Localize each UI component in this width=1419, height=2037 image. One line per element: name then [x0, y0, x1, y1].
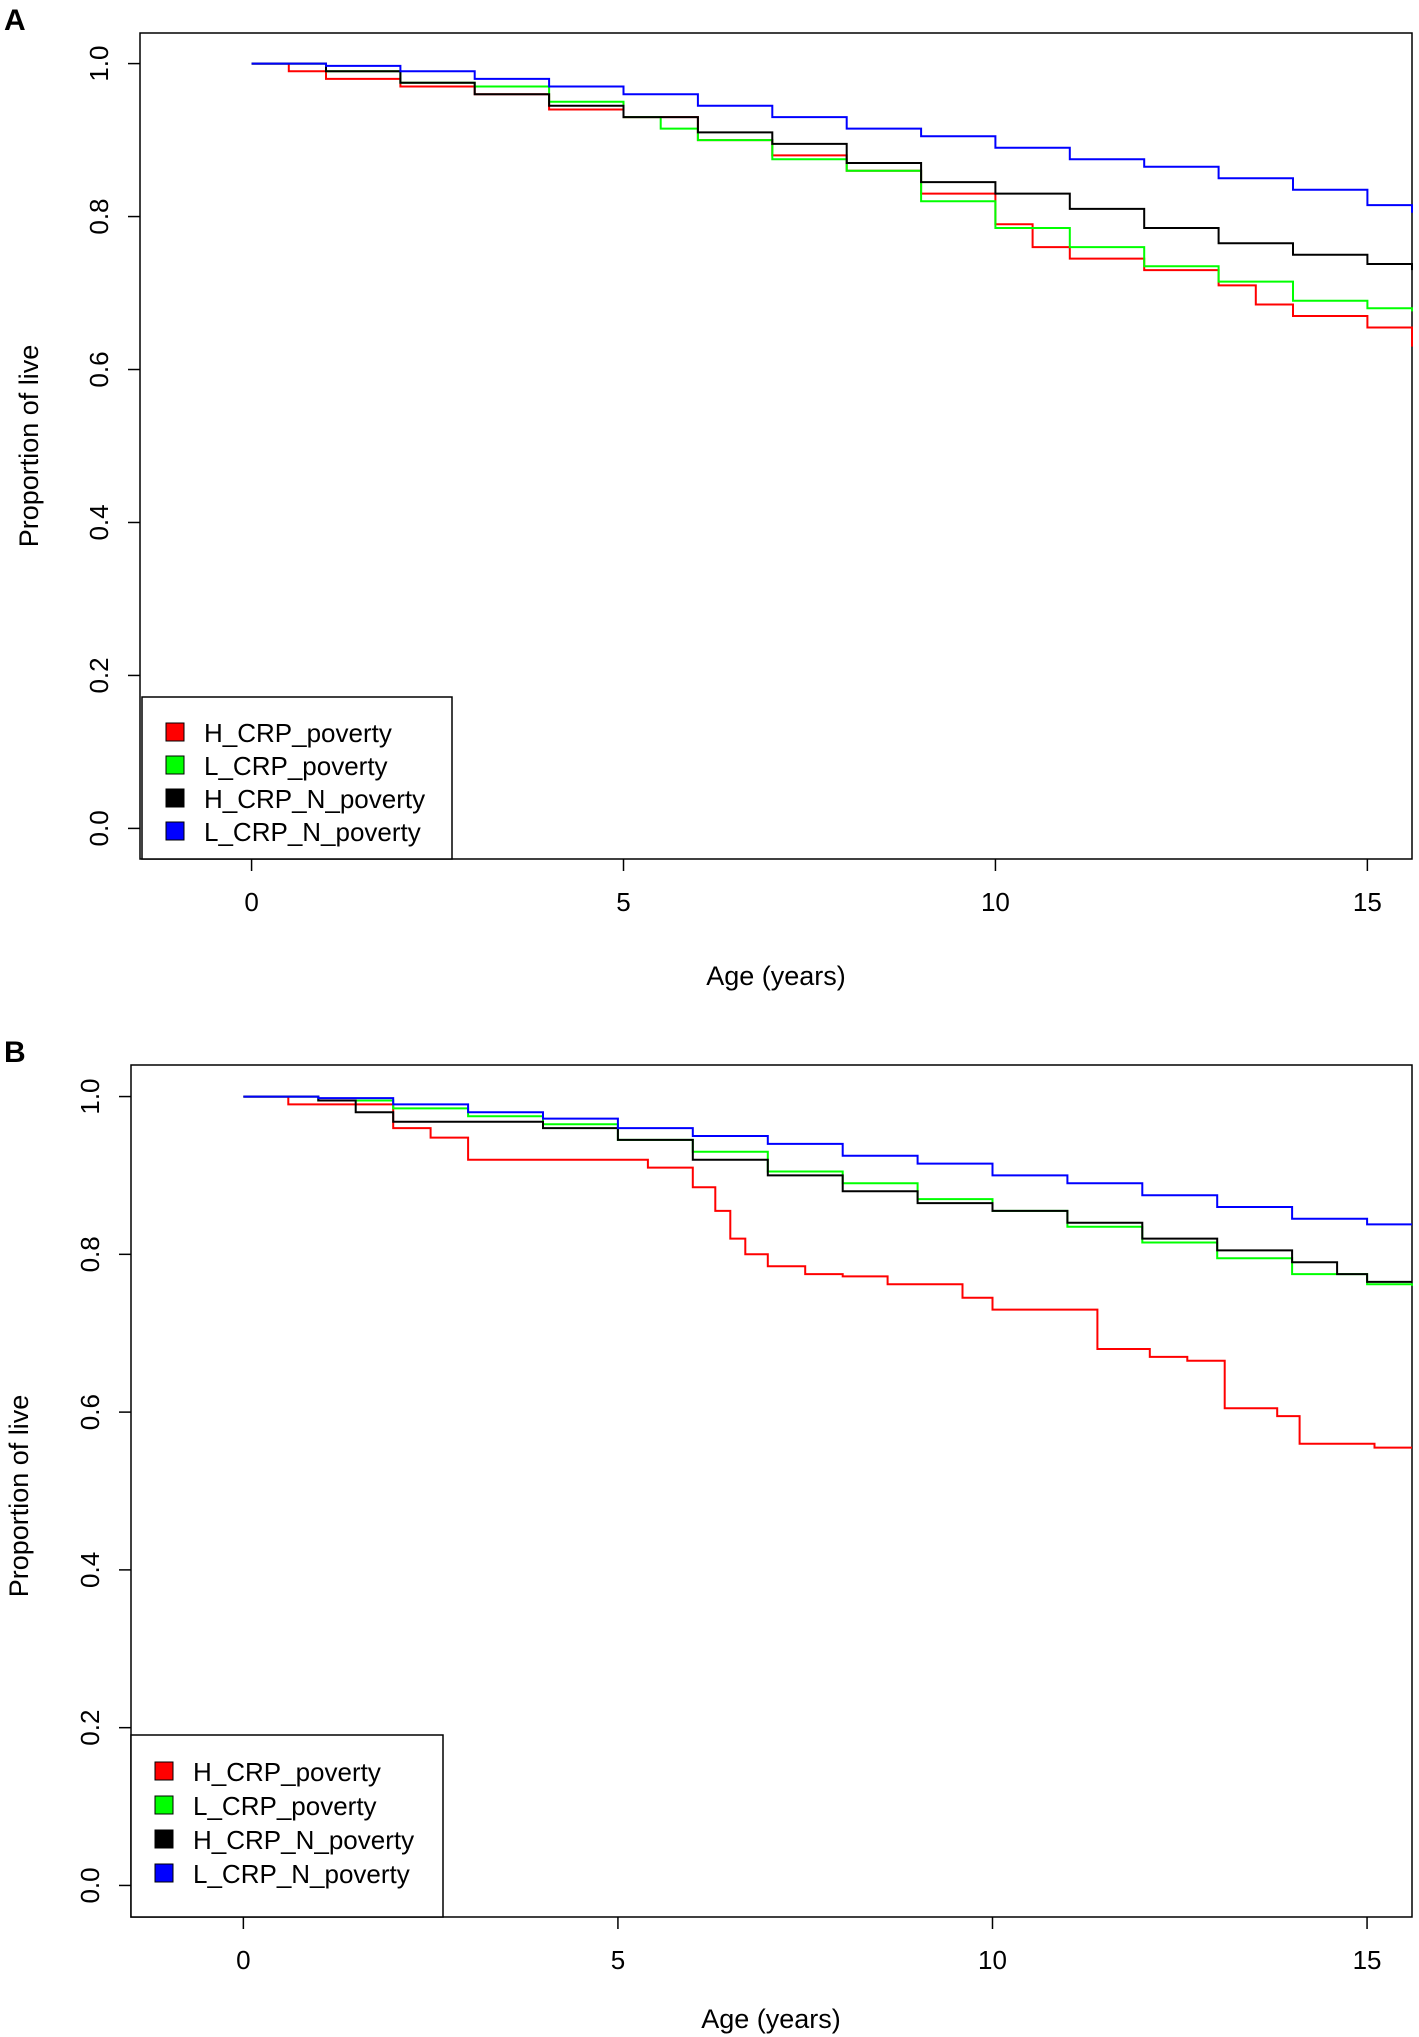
y-tick-label-0.6: 0.6 [75, 1394, 105, 1430]
x-tick-label-15: 15 [1353, 1945, 1382, 1975]
legend-swatch-h-crp-poverty [165, 722, 185, 742]
legend-swatch-l-crp-n-poverty [154, 1863, 174, 1883]
series-line-h-crp-n-poverty [243, 1095, 1412, 1283]
series-layer-b [243, 1095, 1413, 1449]
legend-items-a: H_CRP_povertyL_CRP_povertyH_CRP_N_povert… [165, 718, 425, 847]
chart-panel-b: B 0 5 10 15 0.0 0.2 0.4 0.6 0.8 1.0 Age (years) P… [0, 1018, 1419, 2037]
y-tick-label-0.2: 0.2 [75, 1710, 105, 1746]
x-tick-label-5: 5 [616, 887, 630, 917]
legend-label-h-crp-n-poverty: H_CRP_N_poverty [193, 1825, 414, 1855]
series-line-l-crp-poverty [243, 1095, 1413, 1286]
axis-layer-a: 0 5 10 15 0.0 0.2 0.4 0.6 0.8 1.0 [84, 46, 1382, 917]
legend-swatch-h-crp-poverty [154, 1761, 174, 1781]
legend-swatch-l-crp-poverty [165, 755, 185, 775]
panel-letter-a: A [4, 4, 26, 37]
y-tick-label-0.6: 0.6 [84, 351, 114, 387]
legend-label-l-crp-poverty: L_CRP_poverty [193, 1791, 377, 1821]
legend-items-b: H_CRP_poverty L_CRP_poverty H_CRP_N_povert… [154, 1757, 414, 1889]
series-layer-a [251, 62, 1413, 347]
legend-b: H_CRP_poverty L_CRP_poverty H_CRP_N_povert… [130, 1734, 444, 1918]
x-axis-title-a: Age (years) [706, 961, 846, 991]
series-line-h-crp-poverty [243, 1095, 1412, 1449]
x-axis-title-b: Age (years) [701, 2004, 841, 2034]
y-tick-label-0.2: 0.2 [84, 657, 114, 693]
series-line-l-crp-n-poverty [251, 62, 1413, 213]
legend-label-l-crp-n-poverty: L_CRP_N_poverty [193, 1859, 410, 1889]
y-tick-label-0.4: 0.4 [75, 1552, 105, 1588]
y-tick-label-0.8: 0.8 [75, 1236, 105, 1272]
chart-a: A 0 5 10 15 0.0 0.2 0.4 0.6 0.8 1.0 Age (years) P… [4, 4, 1413, 991]
series-line-l-crp-n-poverty [243, 1095, 1412, 1226]
y-tick-label-0.0: 0.0 [84, 810, 114, 846]
legend-a: H_CRP_povertyL_CRP_povertyH_CRP_N_povert… [141, 696, 453, 860]
x-tick-label-15: 15 [1353, 887, 1382, 917]
legend-label-h-crp-n-poverty: H_CRP_N_poverty [204, 784, 425, 814]
legend-label-l-crp-poverty: L_CRP_poverty [204, 751, 388, 781]
x-tick-label-5: 5 [611, 1945, 625, 1975]
legend-box-a [141, 696, 453, 860]
y-axis-title-b: Proportion of live [4, 1395, 34, 1598]
x-tick-label-0: 0 [236, 1945, 250, 1975]
legend-label-h-crp-poverty: H_CRP_poverty [204, 718, 392, 748]
series-line-h-crp-poverty [251, 62, 1413, 347]
legend-label-l-crp-n-poverty: L_CRP_N_poverty [204, 817, 421, 847]
legend-box-b [130, 1734, 444, 1918]
legend-swatch-l-crp-poverty [154, 1795, 174, 1815]
y-tick-label-0.4: 0.4 [84, 504, 114, 540]
plot-frame-a [139, 32, 1413, 860]
legend-swatch-h-crp-n-poverty [154, 1829, 174, 1849]
chart-b: B 0 5 10 15 0.0 0.2 0.4 0.6 0.8 1.0 Age (years) P… [4, 1036, 1413, 2034]
axis-layer-b: 0 5 10 15 0.0 0.2 0.4 0.6 0.8 1.0 [75, 1078, 1382, 1975]
legend-label-h-crp-poverty: H_CRP_poverty [193, 1757, 381, 1787]
y-tick-label-1.0: 1.0 [84, 46, 114, 82]
series-line-h-crp-n-poverty [251, 62, 1413, 271]
chart-panel-a: A 0 5 10 15 0.0 0.2 0.4 0.6 0.8 1.0 Age (years) P… [0, 0, 1419, 1018]
panel-letter-b: B [4, 1036, 26, 1069]
y-axis-title-a: Proportion of live [14, 345, 44, 548]
y-tick-label-0.8: 0.8 [84, 198, 114, 234]
legend-swatch-h-crp-n-poverty [165, 788, 185, 808]
x-tick-label-0: 0 [244, 887, 258, 917]
x-tick-label-10: 10 [978, 1945, 1007, 1975]
y-tick-label-1.0: 1.0 [75, 1078, 105, 1114]
x-tick-label-10: 10 [981, 887, 1010, 917]
legend-swatch-l-crp-n-poverty [165, 821, 185, 841]
series-line-l-crp-poverty [251, 62, 1413, 312]
plot-frame-b [130, 1064, 1413, 1918]
y-tick-label-0.0: 0.0 [75, 1867, 105, 1903]
